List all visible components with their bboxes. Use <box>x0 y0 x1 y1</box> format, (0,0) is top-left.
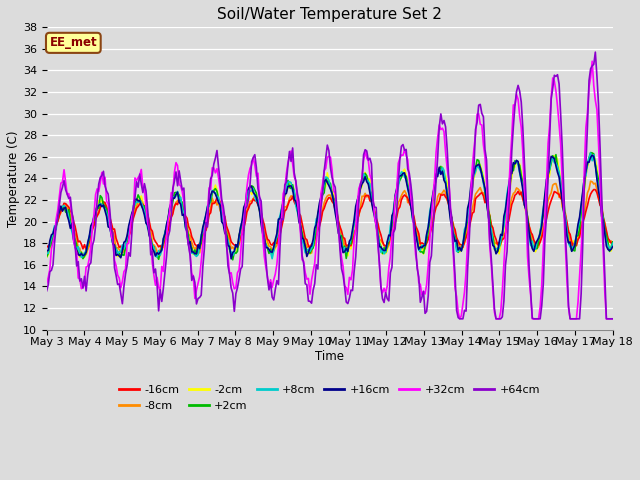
Y-axis label: Temperature (C): Temperature (C) <box>7 130 20 227</box>
Legend: -16cm, -8cm, -2cm, +2cm, +8cm, +16cm, +32cm, +64cm: -16cm, -8cm, -2cm, +2cm, +8cm, +16cm, +3… <box>115 381 545 415</box>
X-axis label: Time: Time <box>315 350 344 363</box>
Text: EE_met: EE_met <box>49 36 97 49</box>
Title: Soil/Water Temperature Set 2: Soil/Water Temperature Set 2 <box>217 7 442 22</box>
